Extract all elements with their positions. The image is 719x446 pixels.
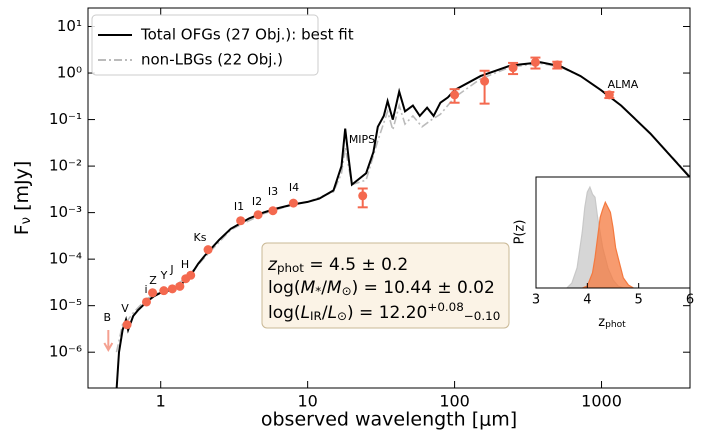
band-label: MIPS [349, 133, 375, 146]
data-point [268, 206, 278, 216]
annotation-line: log(LIR/L⊙) = 12.20+0.08−0.10 [268, 300, 500, 323]
y-tick-label: 10⁻⁴ [49, 250, 82, 268]
band-label: I1 [234, 200, 244, 213]
data-point [450, 90, 460, 100]
text-part: z [598, 315, 605, 330]
y-tick-label: 10⁻¹ [49, 110, 82, 128]
text-part: +0.08 [427, 300, 463, 314]
data-point [122, 320, 132, 330]
text-part: ⊙ [342, 284, 352, 298]
inset-y-label: P(z) [513, 220, 528, 245]
band-label: Ks [194, 231, 207, 244]
data-points: ViZ Y J H Ks I1 I2 I3 I4 MIPS ALMA B [103, 56, 639, 353]
sed-curve [115, 61, 690, 388]
annotation-frame [261, 242, 510, 329]
x-tick-label: 1000 [581, 392, 622, 411]
band-label: i [144, 283, 147, 296]
text-part: F [11, 224, 33, 235]
data-point [159, 286, 169, 296]
data-point [530, 57, 540, 67]
inset-frame [535, 176, 691, 289]
data-point [480, 76, 490, 86]
y-tick-label: 10¹ [57, 17, 82, 35]
text-part: / [321, 278, 327, 298]
x-tick-label: 100 [439, 392, 470, 411]
inset: P(z) zphot 3 4 5 6 [513, 176, 694, 331]
band-label: Y [160, 269, 168, 282]
y-tick-label: 10⁻⁶ [49, 343, 82, 361]
legend-label: non-LBGs (22 Obj.) [141, 51, 283, 69]
inset-x-label: zphot [598, 315, 626, 331]
text-part: phot [605, 320, 626, 330]
data-point [288, 198, 298, 208]
text-part: IR [310, 309, 322, 323]
annotation-line: log(M*/M⊙) = 10.44 ± 0.02 [268, 278, 495, 298]
data-point [186, 270, 196, 280]
data-point [552, 60, 562, 70]
upper-limit [103, 329, 114, 353]
legend-box [91, 14, 319, 76]
band-label: B [104, 311, 112, 324]
x-tick-label: 10 [297, 392, 317, 411]
data-point [141, 297, 151, 307]
inset-x-tick-label: 3 [532, 293, 540, 308]
legend-label: Total OFGs (27 Obj.): best fit [140, 26, 354, 44]
band-label: I2 [252, 195, 262, 208]
data-point [604, 90, 614, 100]
y-tick-label: 10⁻² [49, 157, 82, 175]
text-part: * [315, 284, 321, 298]
text-part: L [301, 303, 310, 323]
data-point [508, 63, 518, 73]
band-label: I4 [289, 181, 299, 194]
band-label: Z [149, 274, 157, 287]
axes: 1 10 100 1000 10¹ 10⁰ 10⁻¹ 10⁻² 10⁻³ 10⁻⁴ 10⁻⁵ 10⁻⁶ [49, 8, 690, 411]
y-tick-label: 10⁻⁵ [49, 296, 82, 314]
legend: Total OFGs (27 Obj.): best fit non-LBGs (… [91, 14, 354, 76]
data-point [358, 191, 368, 201]
text-part: ν [19, 217, 34, 224]
text-part: log( [268, 303, 301, 323]
text-part: log( [268, 278, 301, 298]
inset-x-tick-label: 4 [583, 293, 591, 308]
text-part: ⊙ [337, 309, 347, 323]
y-tick-label: 10⁻³ [49, 203, 82, 221]
annotation-line: zphot = 4.5 ± 0.2 [267, 255, 408, 275]
data-point [236, 216, 246, 226]
text-part: ) = 10.44 ± 0.02 [352, 278, 495, 298]
text-part: [mJy] [11, 161, 33, 217]
band-label: J [169, 263, 173, 276]
inset-areas [565, 185, 635, 288]
y-axis-label: Fν [mJy] [11, 161, 34, 236]
band-label: I3 [268, 185, 278, 198]
x-tick-label: 1 [156, 392, 166, 411]
text-part: z [267, 255, 278, 275]
band-label: ALMA [608, 78, 639, 91]
text-part: / [322, 303, 328, 323]
text-part: M [301, 278, 316, 298]
text-part: ) = 12.20 [347, 303, 427, 323]
band-label: V [121, 302, 129, 315]
pz-area [581, 200, 635, 288]
data-point [175, 281, 185, 291]
text-part: phot [277, 261, 304, 275]
y-tick-label: 10⁰ [57, 64, 82, 82]
data-point [253, 210, 263, 220]
x-axis-label: observed wavelength [μm] [261, 409, 517, 431]
data-point [148, 288, 158, 298]
text-part: = 4.5 ± 0.2 [304, 255, 408, 275]
inset-x-tick-label: 5 [635, 293, 643, 308]
inset-x-tick-label: 6 [686, 293, 694, 308]
band-label: H [181, 258, 189, 271]
data-point [167, 284, 177, 294]
data-point [203, 245, 213, 255]
text-part: −0.10 [464, 309, 500, 323]
text-part: M [327, 278, 342, 298]
text-part: L [328, 303, 337, 323]
